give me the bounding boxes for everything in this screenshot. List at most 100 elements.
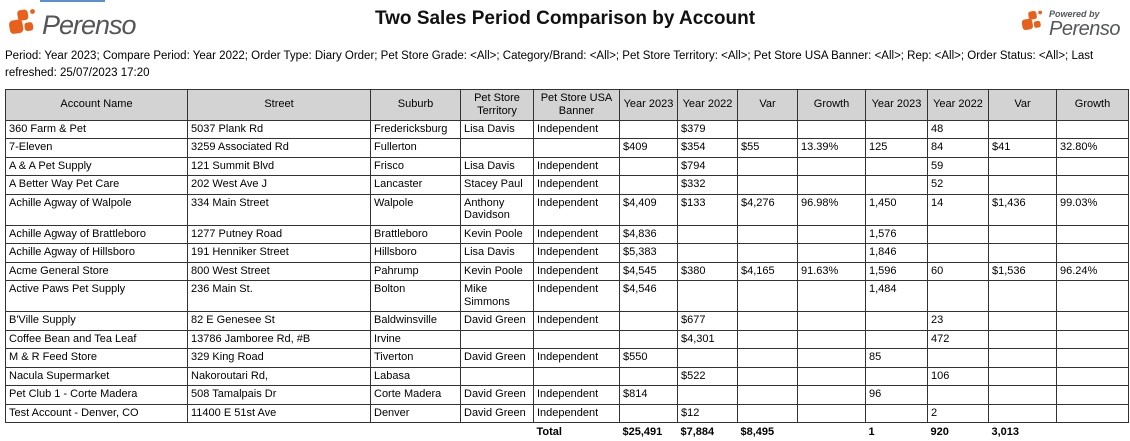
table-cell [1057, 349, 1129, 368]
table-cell: Mike Simmons [461, 281, 534, 312]
table-cell: $332 [678, 176, 738, 195]
table-cell: 1,596 [866, 262, 928, 281]
total-cell [371, 423, 461, 441]
table-cell [620, 312, 678, 331]
table-cell [989, 404, 1057, 423]
table-cell: M & R Feed Store [6, 349, 188, 368]
table-cell: Nakoroutari Rd, [188, 367, 371, 386]
table-cell [989, 157, 1057, 176]
powered-by-perenso-text: Perenso [1049, 19, 1120, 39]
table-cell [928, 386, 989, 405]
table-cell [620, 157, 678, 176]
column-header: Suburb [371, 89, 461, 120]
table-cell: Test Account - Denver, CO [6, 404, 188, 423]
total-cell [798, 423, 866, 441]
page-title: Two Sales Period Comparison by Account [0, 8, 1130, 30]
table-cell [1057, 120, 1129, 139]
total-cell: 1 [866, 423, 928, 441]
table-cell: David Green [461, 312, 534, 331]
table-cell [738, 225, 798, 244]
table-cell [866, 312, 928, 331]
table-cell [738, 176, 798, 195]
table-cell: Stacey Paul [461, 176, 534, 195]
table-cell: Fullerton [371, 139, 461, 158]
table-cell [989, 349, 1057, 368]
table-cell: 360 Farm & Pet [6, 120, 188, 139]
table-cell: 202 West Ave J [188, 176, 371, 195]
table-cell: 329 King Road [188, 349, 371, 368]
table-cell: David Green [461, 386, 534, 405]
table-cell: $550 [620, 349, 678, 368]
table-cell [866, 157, 928, 176]
table-cell [989, 244, 1057, 263]
total-cell [461, 423, 534, 441]
table-cell [738, 312, 798, 331]
table-cell [1057, 367, 1129, 386]
total-cell [1057, 423, 1129, 441]
table-cell [738, 367, 798, 386]
table-cell: 11400 E 51st Ave [188, 404, 371, 423]
table-cell: Lisa Davis [461, 120, 534, 139]
table-cell [989, 312, 1057, 331]
table-cell: 32.80% [1057, 139, 1129, 158]
column-header: Growth [798, 89, 866, 120]
table-cell: Pet Club 1 - Corte Madera [6, 386, 188, 405]
table-cell [866, 120, 928, 139]
table-cell [738, 157, 798, 176]
table-cell [798, 120, 866, 139]
column-header: Year 2023 [866, 89, 928, 120]
table-cell: 13786 Jamboree Rd, #B [188, 330, 371, 349]
table-cell [1057, 404, 1129, 423]
table-cell [798, 404, 866, 423]
table-cell [461, 367, 534, 386]
table-cell: A Better Way Pet Care [6, 176, 188, 195]
table-cell [798, 244, 866, 263]
table-cell: David Green [461, 404, 534, 423]
table-cell: 23 [928, 312, 989, 331]
table-cell [866, 367, 928, 386]
table-cell: $5,383 [620, 244, 678, 263]
table-cell [1057, 157, 1129, 176]
table-cell: Hillsboro [371, 244, 461, 263]
table-cell [989, 386, 1057, 405]
table-cell: Independent [534, 349, 620, 368]
table-cell: $1,436 [989, 194, 1057, 225]
table-cell: $380 [678, 262, 738, 281]
table-cell: 5037 Plank Rd [188, 120, 371, 139]
table-cell: 472 [928, 330, 989, 349]
table-cell: $4,276 [738, 194, 798, 225]
table-cell: 3259 Associated Rd [188, 139, 371, 158]
report-filter-summary: Period: Year 2023; Compare Period: Year … [5, 48, 1125, 83]
table-cell: Achille Agway of Walpole [6, 194, 188, 225]
table-cell: 96.98% [798, 194, 866, 225]
table-cell: Baldwinsville [371, 312, 461, 331]
table-cell [928, 225, 989, 244]
table-cell: Independent [534, 244, 620, 263]
table-cell: 191 Henniker Street [188, 244, 371, 263]
table-cell: Lisa Davis [461, 244, 534, 263]
table-cell [798, 225, 866, 244]
table-cell: 2 [928, 404, 989, 423]
table-cell: 82 E Genesee St [188, 312, 371, 331]
total-cell: 920 [928, 423, 989, 441]
table-cell: 13.39% [798, 139, 866, 158]
table-cell: 96.24% [1057, 262, 1129, 281]
table-cell: 508 Tamalpais Dr [188, 386, 371, 405]
table-cell: $55 [738, 139, 798, 158]
perenso-logo-icon [1021, 8, 1046, 40]
table-cell: Independent [534, 194, 620, 225]
total-cell: $25,491 [620, 423, 678, 441]
table-cell [738, 330, 798, 349]
table-cell [678, 281, 738, 312]
total-cell: 3,013 [989, 423, 1057, 441]
table-cell: $4,545 [620, 262, 678, 281]
